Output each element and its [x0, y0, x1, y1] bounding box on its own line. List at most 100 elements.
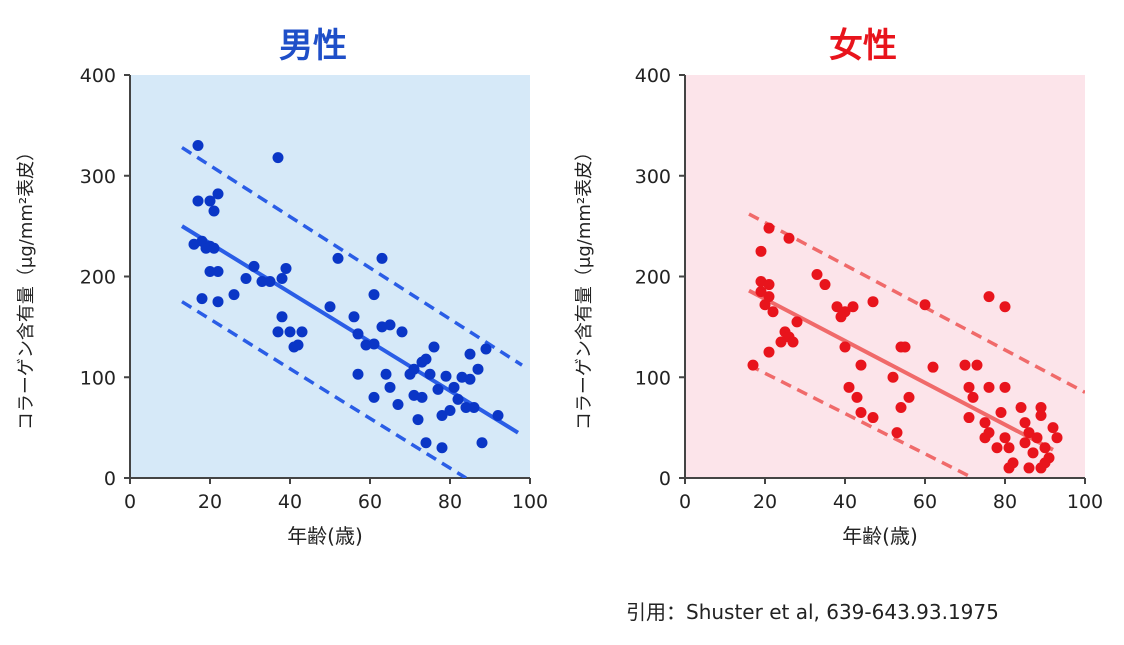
chart-1-data-point	[1043, 452, 1055, 464]
chart-1-data-point	[855, 407, 867, 419]
chart-1-title: 女性	[829, 26, 897, 66]
chart-1-data-point	[959, 359, 971, 371]
chart-1-x-tick-label: 40	[833, 491, 857, 513]
chart-1-data-point	[839, 341, 851, 353]
chart-0-data-point	[192, 140, 204, 152]
chart-1-data-point	[1023, 427, 1035, 439]
chart-1-data-point	[1035, 401, 1047, 413]
chart-0-data-point	[440, 370, 452, 382]
chart-1-data-point	[763, 291, 775, 303]
chart-0-data-point	[196, 293, 208, 305]
chart-0-data-point	[284, 326, 296, 338]
chart-0-data-point	[432, 383, 444, 395]
chart-1-data-point	[999, 301, 1011, 313]
chart-1-y-tick-label: 300	[635, 166, 671, 188]
chart-1-upper-band-line	[748, 212, 1085, 394]
chart-1-data-point	[855, 359, 867, 371]
citation-text: 引用：Shuster et al, 639-643.93.1975	[626, 600, 999, 624]
chart-0-x-tick-label: 80	[438, 491, 462, 513]
chart-1-data-point	[811, 268, 823, 280]
chart-0-data-point	[212, 265, 224, 277]
chart-0-data-point	[212, 188, 224, 200]
chart-0-data-point	[412, 414, 424, 426]
chart-1-data-point	[755, 286, 767, 298]
chart-1-data-point	[1039, 442, 1051, 454]
chart-0-data-point	[264, 276, 276, 288]
chart-0-data-point	[452, 393, 464, 405]
chart-1-x-tick-label: 100	[1067, 491, 1103, 513]
chart-0-data-point	[424, 368, 436, 380]
chart-1-data-point	[1015, 401, 1027, 413]
chart-0-data-point	[464, 373, 476, 385]
chart-1-data-point	[1035, 410, 1047, 422]
chart-0-data-point	[204, 265, 216, 277]
chart-1-data-point	[1047, 422, 1059, 434]
chart-0-data-point	[292, 339, 304, 351]
chart-0-plot-area	[130, 75, 530, 478]
chart-0-data-point	[396, 326, 408, 338]
chart-1-data-point	[967, 391, 979, 403]
chart-0-data-point	[368, 391, 380, 403]
chart-1-y-tick-label: 100	[635, 367, 671, 389]
chart-1-data-point	[995, 407, 1007, 419]
chart-0-data-point	[332, 252, 344, 264]
chart-1-data-point	[895, 401, 907, 413]
chart-0-data-point	[444, 404, 456, 416]
chart-1-data-point	[979, 417, 991, 429]
chart-0-data-point	[272, 152, 284, 164]
chart-1-x-tick-label: 0	[679, 491, 691, 513]
chart-0-data-point	[392, 398, 404, 410]
chart-1-x-tick-label: 20	[753, 491, 777, 513]
chart-1-data-point	[899, 341, 911, 353]
chart-0-data-point	[368, 338, 380, 350]
chart-1-data-point	[763, 346, 775, 358]
chart-0-data-point	[408, 363, 420, 375]
chart-0-data-point	[280, 262, 292, 274]
chart-0-data-point	[360, 339, 372, 351]
chart-1-data-point	[847, 301, 859, 313]
chart-0-x-tick-label: 60	[358, 491, 382, 513]
chart-1-data-point	[999, 381, 1011, 393]
chart-0-data-point	[212, 296, 224, 308]
chart-0-data-point	[296, 326, 308, 338]
chart-1-data-point	[1035, 462, 1047, 474]
chart-1-data-point	[991, 442, 1003, 454]
chart-1-data-point	[775, 336, 787, 348]
chart-1-data-point	[903, 391, 915, 403]
chart-0-data-point	[248, 260, 260, 272]
chart-0-data-point	[276, 273, 288, 285]
chart-1-y-tick-label: 0	[659, 468, 671, 490]
chart-0-data-point	[468, 401, 480, 413]
chart-1-x-axis-label: 年齢(歳)	[842, 524, 918, 548]
chart-1-data-point	[819, 279, 831, 291]
chart-0-data-point	[276, 311, 288, 323]
chart-0-data-point	[420, 437, 432, 449]
chart-0-data-point	[472, 363, 484, 375]
chart-1-data-point	[783, 232, 795, 244]
chart-0-y-tick-label: 400	[80, 65, 116, 87]
chart-1-data-point	[1023, 462, 1035, 474]
chart-1-data-point	[867, 412, 879, 424]
chart-1-data-point	[963, 412, 975, 424]
chart-1-data-point	[767, 306, 779, 318]
chart-0-x-axis-label: 年齢(歳)	[287, 524, 363, 548]
chart-1-data-point	[983, 381, 995, 393]
chart-1-data-point	[791, 316, 803, 328]
chart-1-data-point	[1019, 437, 1031, 449]
chart-0-data-point	[460, 401, 472, 413]
chart-0-data-point	[380, 368, 392, 380]
chart-0-y-tick-label: 0	[104, 468, 116, 490]
chart-1-data-point	[1003, 462, 1015, 474]
chart-0-data-point	[240, 273, 252, 285]
chart-0-data-point	[492, 410, 504, 422]
chart-0-data-point	[228, 289, 240, 301]
chart-0-data-point	[384, 319, 396, 331]
chart-0-plot-content	[180, 140, 523, 478]
chart-1-data-point	[1003, 442, 1015, 454]
chart-0-y-tick-label: 100	[80, 367, 116, 389]
chart-0-data-point	[416, 391, 428, 403]
chart-0-data-point	[420, 353, 432, 365]
chart-1-data-point	[999, 432, 1011, 444]
chart-1-y-tick-label: 200	[635, 267, 671, 289]
chart-0-data-point	[324, 301, 336, 313]
